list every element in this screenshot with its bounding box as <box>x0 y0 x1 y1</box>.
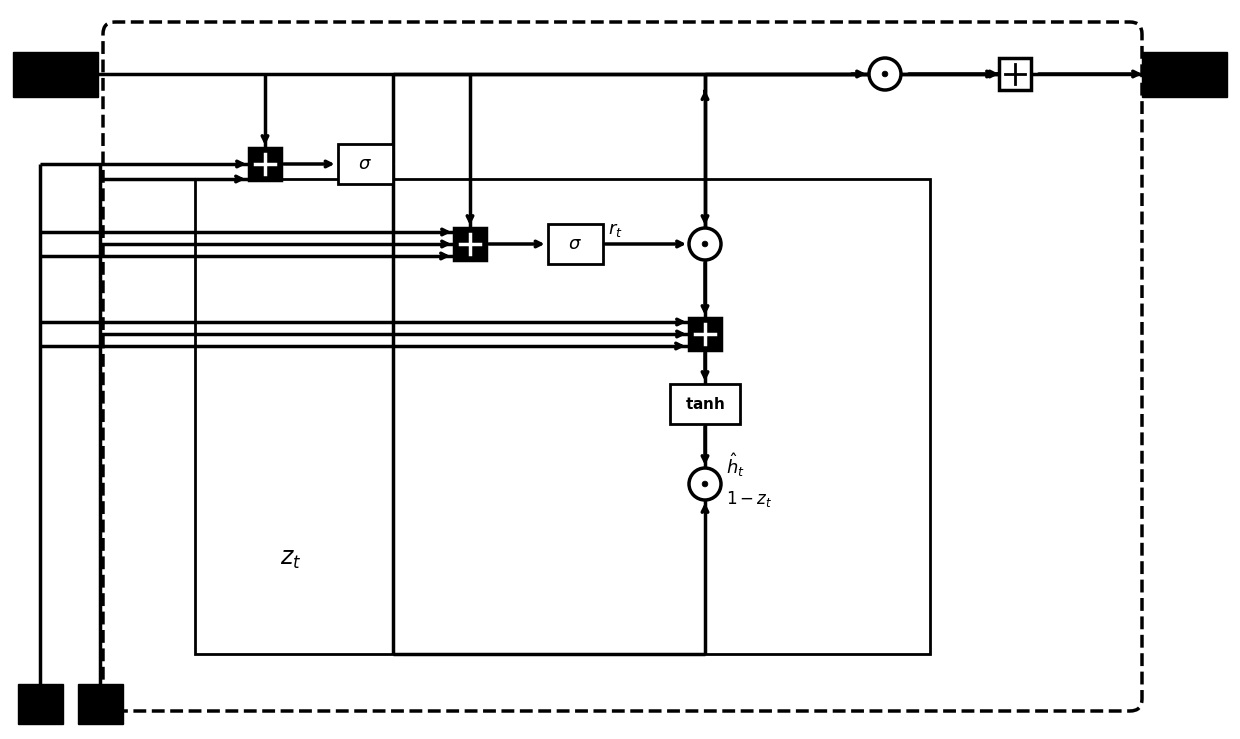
Text: $\mathbf{tanh}$: $\mathbf{tanh}$ <box>684 396 725 412</box>
Circle shape <box>689 468 720 500</box>
FancyBboxPatch shape <box>1142 52 1228 97</box>
Text: $\sigma$: $\sigma$ <box>358 155 372 173</box>
FancyBboxPatch shape <box>12 52 98 97</box>
Text: $\hat{h}_t$: $\hat{h}_t$ <box>725 452 745 479</box>
Text: $r_t$: $r_t$ <box>608 221 622 239</box>
FancyBboxPatch shape <box>337 144 393 184</box>
Circle shape <box>702 481 708 487</box>
Text: $\sigma$: $\sigma$ <box>568 235 582 253</box>
FancyBboxPatch shape <box>78 684 123 724</box>
Circle shape <box>882 71 888 77</box>
FancyBboxPatch shape <box>103 22 1142 711</box>
FancyBboxPatch shape <box>670 384 740 424</box>
FancyBboxPatch shape <box>249 148 281 180</box>
Circle shape <box>869 58 901 90</box>
Text: $1-z_t$: $1-z_t$ <box>725 489 773 509</box>
Circle shape <box>689 228 720 260</box>
Text: $z_t$: $z_t$ <box>280 547 301 571</box>
FancyBboxPatch shape <box>17 684 62 724</box>
Circle shape <box>702 241 708 247</box>
FancyBboxPatch shape <box>548 224 603 264</box>
FancyBboxPatch shape <box>999 58 1030 90</box>
FancyBboxPatch shape <box>195 179 930 654</box>
FancyBboxPatch shape <box>454 228 486 260</box>
FancyBboxPatch shape <box>689 318 720 350</box>
